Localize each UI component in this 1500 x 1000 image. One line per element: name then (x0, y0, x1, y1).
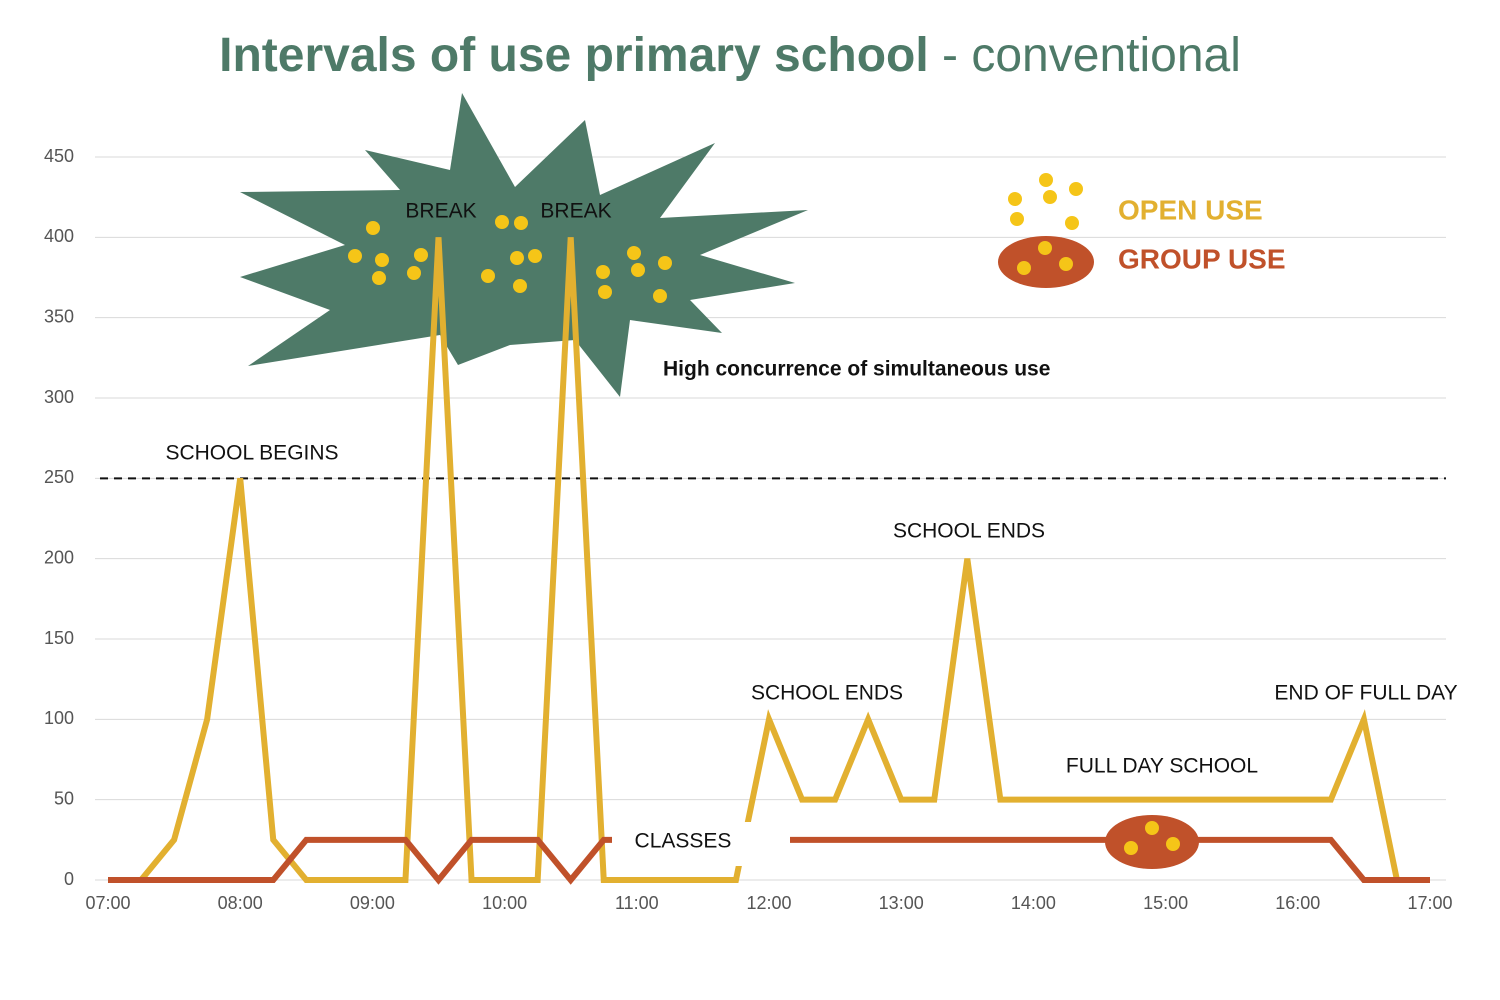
y-tick-label: 350 (44, 306, 74, 326)
grid: 0 50 100 150 200 250 300 350 400 450 07:00 08:00 09:… (44, 146, 1453, 913)
chart-title: Intervals of use primary school - conven… (219, 29, 1241, 82)
subtitle: - conventional (942, 29, 1241, 82)
y-tick-label: 400 (44, 226, 74, 246)
x-tick-label: 09:00 (350, 893, 395, 913)
y-tick-label: 150 (44, 628, 74, 648)
series-line (108, 237, 1430, 883)
label-background (612, 822, 790, 866)
y-tick-label: 450 (44, 146, 74, 166)
x-tick-label: 14:00 (1011, 893, 1056, 913)
annotation: END OF FULL DAY (1274, 682, 1457, 705)
burst-dots (348, 215, 672, 303)
legend-label: GROUP USE (1118, 243, 1286, 274)
annotation: FULL DAY SCHOOL (1066, 755, 1258, 778)
annotation: SCHOOL ENDS (751, 682, 903, 705)
burst (240, 93, 808, 397)
y-tick-label: 200 (44, 547, 74, 567)
annotation: CLASSES (635, 830, 732, 853)
x-tick-label: 08:00 (218, 893, 263, 913)
y-tick-label: 250 (44, 467, 74, 487)
x-tick-label: 11:00 (615, 893, 659, 913)
y-tick-label: 50 (54, 788, 74, 808)
x-tick-label: 17:00 (1407, 893, 1452, 913)
y-tick-label: 300 (44, 387, 74, 407)
x-tick-label: 12:00 (746, 893, 791, 913)
group-icon (1105, 815, 1199, 869)
title: Intervals of use primary school (219, 29, 929, 82)
y-tick-label: 100 (44, 708, 74, 728)
legend-group-icon (998, 236, 1094, 288)
x-tick-label: 07:00 (85, 893, 130, 913)
annotation: BREAK (405, 200, 476, 223)
x-tick-label: 10:00 (482, 893, 527, 913)
x-tick-label: 15:00 (1143, 893, 1188, 913)
x-tick-label: 16:00 (1275, 893, 1320, 913)
annotation: SCHOOL BEGINS (165, 442, 338, 465)
legend-label: OPEN USE (1118, 194, 1263, 225)
x-tick-label: 13:00 (879, 893, 924, 913)
legend-open-icon (1008, 173, 1083, 230)
y-tick-label: 0 (64, 869, 74, 889)
annotation: BREAK (540, 200, 611, 223)
annotation: High concurrence of simultaneous use (663, 358, 1050, 381)
annotation: SCHOOL ENDS (893, 520, 1045, 543)
